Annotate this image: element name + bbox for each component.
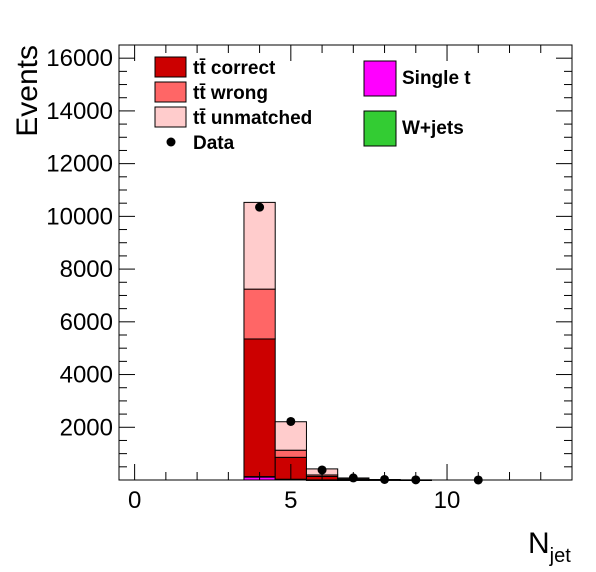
legend-marker-data bbox=[167, 138, 176, 147]
x-tick-label: 5 bbox=[284, 487, 297, 514]
legend-swatch-singlet bbox=[364, 61, 396, 96]
legend-label-data: Data bbox=[193, 133, 235, 154]
bar-unmatched-bin-0 bbox=[244, 202, 275, 289]
legend-label-correct: tt̄ correct bbox=[193, 58, 276, 79]
legend: tt̄ correct tt̄ wrong tt̄ unmatched Data Sin… bbox=[155, 57, 471, 154]
y-tick-label: 4000 bbox=[60, 362, 113, 389]
bar-wrong-bin-0 bbox=[244, 289, 275, 339]
legend-swatch-correct bbox=[155, 57, 186, 77]
x-tick-label: 10 bbox=[434, 487, 461, 514]
legend-swatch-wrong bbox=[155, 82, 186, 102]
x-axis-title: Njet bbox=[528, 527, 571, 567]
plot-frame bbox=[119, 45, 572, 480]
bar-correct-bin-0 bbox=[244, 339, 275, 477]
x-axis-title-sub: jet bbox=[549, 545, 572, 567]
axis-ticks bbox=[119, 45, 572, 480]
y-axis-title: Events bbox=[11, 45, 44, 137]
y-tick-label: 8000 bbox=[60, 256, 113, 283]
bar-wrong-bin-1 bbox=[275, 450, 306, 457]
legend-swatch-wjets bbox=[364, 111, 396, 146]
legend-label-wjets: W+jets bbox=[402, 118, 464, 139]
legend-label-unmatched: tt̄ unmatched bbox=[193, 108, 312, 129]
x-tick-label: 0 bbox=[128, 487, 141, 514]
y-tick-label: 6000 bbox=[60, 309, 113, 336]
y-tick-label: 14000 bbox=[46, 98, 113, 125]
legend-label-singlet: Single t bbox=[402, 68, 471, 89]
data-point bbox=[255, 203, 264, 212]
y-tick-label: 10000 bbox=[46, 203, 113, 230]
y-tick-label: 2000 bbox=[60, 414, 113, 441]
y-tick-label: 16000 bbox=[46, 45, 113, 72]
y-tick-label: 12000 bbox=[46, 151, 113, 178]
x-axis-title-main: N bbox=[528, 527, 550, 560]
stacked-bars bbox=[244, 202, 431, 480]
data-point bbox=[286, 417, 295, 426]
bar-unmatched-bin-1 bbox=[275, 422, 306, 450]
legend-label-wrong: tt̄ wrong bbox=[193, 83, 268, 104]
legend-swatch-unmatched bbox=[155, 107, 186, 127]
plot-border bbox=[119, 45, 572, 480]
